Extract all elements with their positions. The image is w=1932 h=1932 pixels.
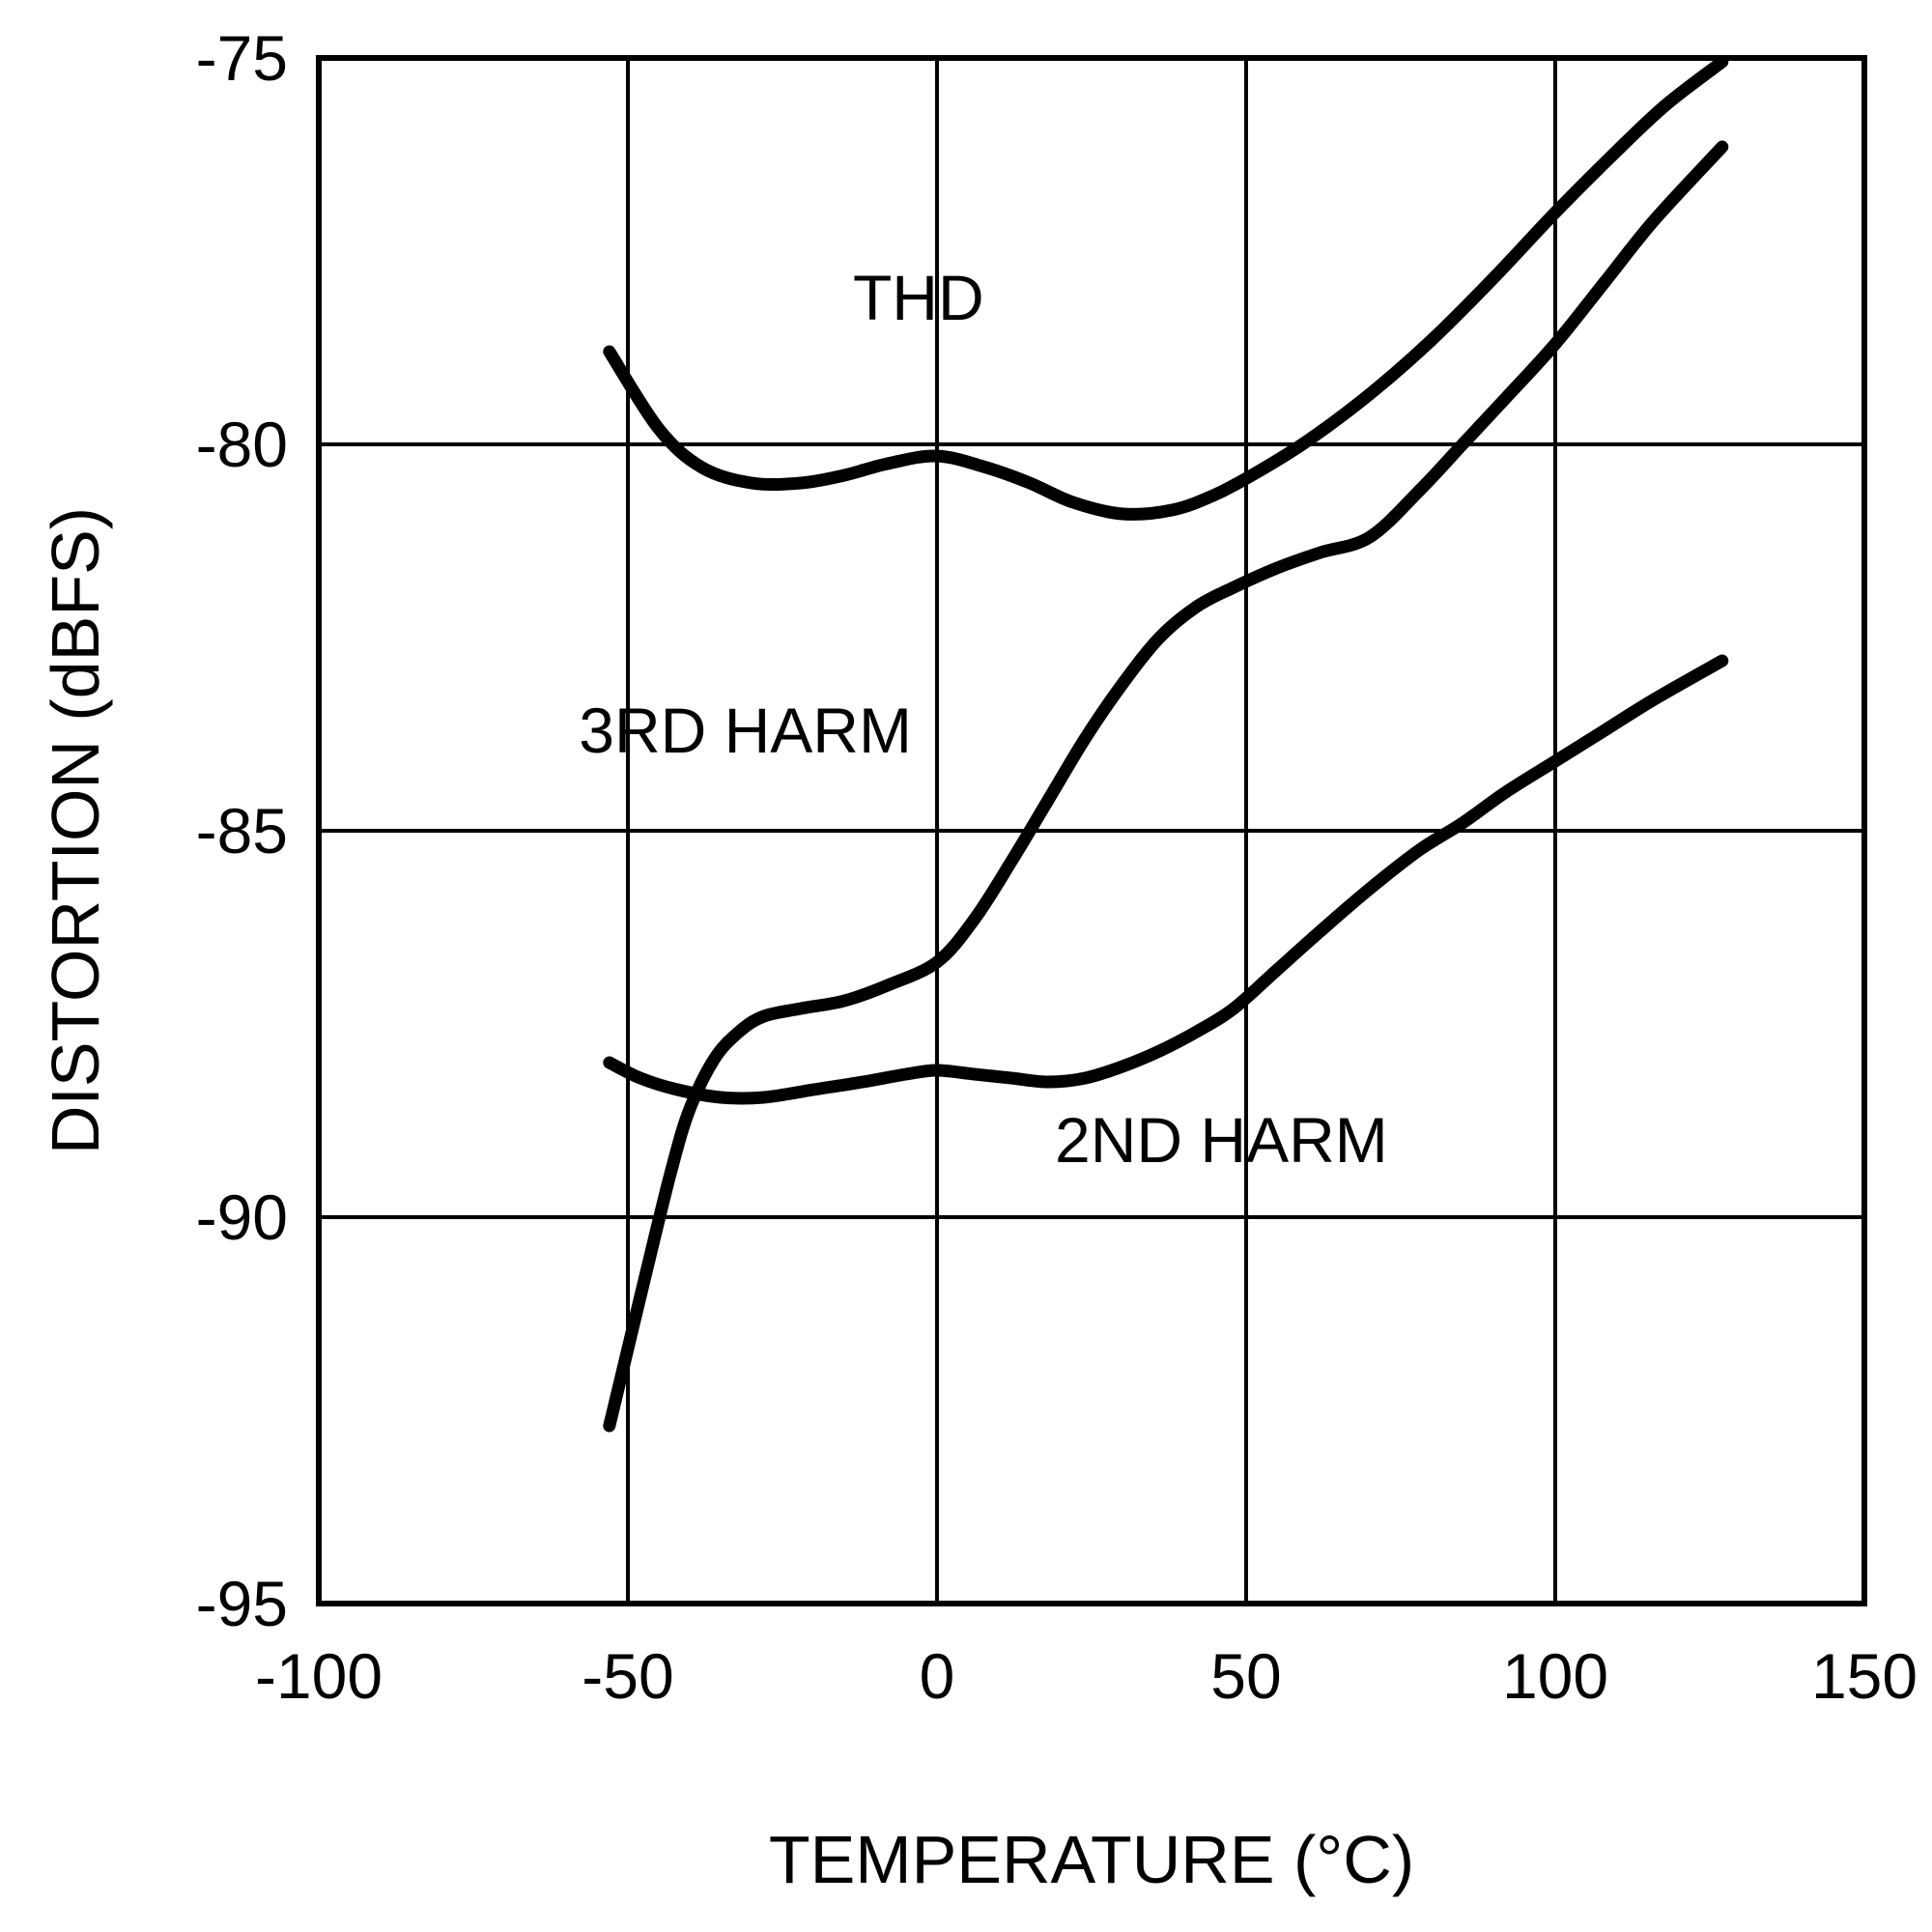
y-tick-label--85: -85 [196, 795, 288, 867]
series-label-2nd-harm: 2ND HARM [1055, 1104, 1388, 1176]
x-tick-label--100: -100 [255, 1640, 383, 1712]
x-tick-label-150: 150 [1811, 1640, 1918, 1712]
plot-border [316, 55, 1867, 1606]
x-tick-label-50: 50 [1210, 1640, 1281, 1712]
y-axis-title: DISTORTION (dBFS) [38, 506, 113, 1155]
series-label-thd: THD [853, 262, 984, 333]
x-tick-label-100: 100 [1502, 1640, 1608, 1712]
y-tick-label--90: -90 [196, 1181, 288, 1253]
x-tick-label--50: -50 [582, 1640, 673, 1712]
y-tick-label--95: -95 [196, 1568, 288, 1639]
series-line-thd [603, 55, 1729, 521]
y-tick-label--80: -80 [196, 409, 288, 480]
x-axis-title: TEMPERATURE (°C) [768, 1822, 1415, 1897]
series-line-3rd-harm [603, 140, 1729, 1433]
series-line-2nd-harm [603, 654, 1729, 1105]
series-label-3rd-harm: 3RD HARM [579, 695, 912, 766]
x-tick-label-0: 0 [920, 1640, 955, 1712]
y-tick-label--75: -75 [196, 22, 288, 94]
